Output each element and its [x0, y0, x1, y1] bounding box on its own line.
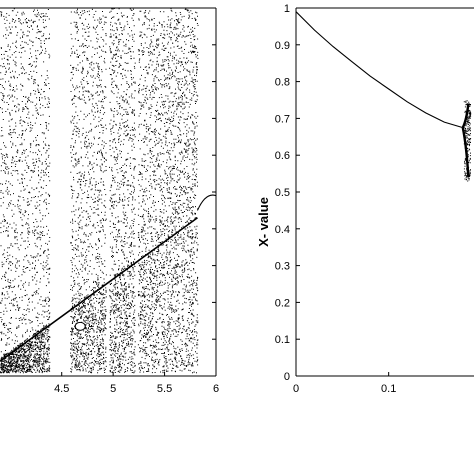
right-bifurcation-points: [296, 11, 472, 182]
right-bifurcation-scatter: [463, 100, 472, 182]
right-fixed-point-curve: [296, 11, 463, 129]
right-y-tick-label: 0.4: [275, 224, 290, 236]
left-axes: [0, 7, 217, 377]
left-tail-curve: [197, 194, 216, 211]
right-y-tick-label: 0.5: [275, 187, 290, 199]
right-y-axis-label: X- value: [256, 197, 271, 247]
left-x-tick-label: 5.5: [157, 383, 172, 395]
left-bifurcation-points: [0, 8, 216, 374]
left-x-tick-label: 4.5: [54, 383, 69, 395]
right-y-tick-label: 0.7: [275, 113, 290, 125]
left-x-tick-label: 6: [213, 383, 219, 395]
right-y-tick-label: 1: [284, 3, 290, 15]
right-y-tick-label: 0.3: [275, 261, 290, 273]
left-boundary-line: [0, 217, 198, 362]
right-y-tick-label: 0.9: [275, 40, 290, 52]
left-x-tick-label: 5: [110, 383, 116, 395]
left-scatter-cloud: [0, 8, 199, 374]
right-axes: [295, 7, 474, 377]
right-y-tick-label: 0.2: [275, 297, 290, 309]
right-y-tick-label: 0.6: [275, 150, 290, 162]
left-chart-panel: 4.5 5 5.5 6: [0, 7, 219, 395]
right-y-tick-label: 0.8: [275, 77, 290, 89]
right-y-tick-label: 0: [284, 371, 290, 383]
right-x-tick-label: 0.1: [381, 383, 396, 395]
right-x-ticks: 0 0.1: [293, 372, 396, 395]
left-loop-mark: [74, 321, 86, 331]
right-x-tick-label: 0: [293, 383, 299, 395]
right-y-ticks: 0 0.1 0.2 0.3 0.4 0.5 0.6 0.7 0.8 0.9 1: [275, 3, 300, 383]
right-chart-panel: X- value 0 0.1 00.10.20.30.40.50.60.70.80…: [256, 3, 474, 395]
left-x-ticks: 4.5 5 5.5 6: [54, 372, 219, 395]
right-y-tick-label: 0.1: [275, 334, 290, 346]
